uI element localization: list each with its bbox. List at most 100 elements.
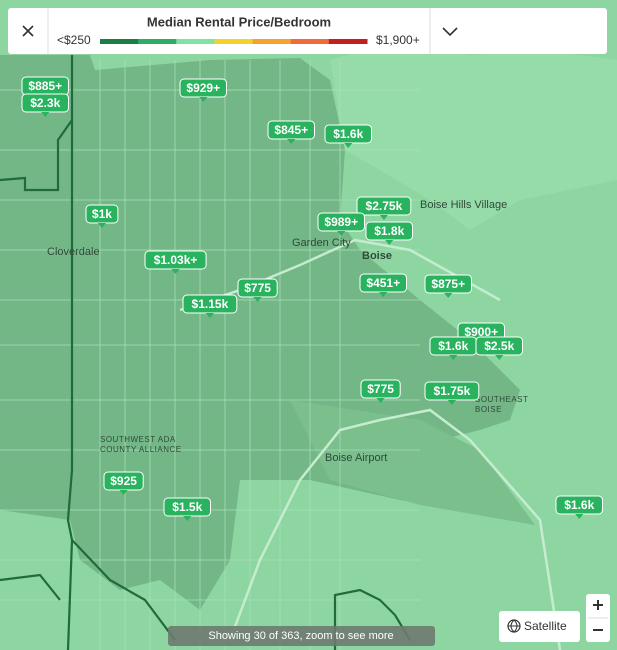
pin-pointer — [287, 139, 296, 144]
place-labels: Boise Hills Village Garden City Boise Clove… — [47, 199, 528, 464]
close-button[interactable] — [22, 25, 34, 37]
pin-label: $451+ — [366, 276, 400, 290]
place-label: Boise Hills Village — [420, 199, 507, 211]
pin-label: $929+ — [186, 81, 220, 95]
pin-pointer — [41, 112, 50, 117]
legend-swatch — [290, 39, 330, 44]
place-label: SOUTHWEST ADA COUNTY ALLIANCE — [100, 435, 182, 454]
pin-label: $1.5k — [172, 500, 202, 514]
pin-pointer — [171, 269, 180, 274]
satellite-box[interactable] — [499, 611, 580, 642]
price-pin[interactable]: $1.5k — [163, 497, 211, 521]
zoom-in[interactable] — [593, 600, 603, 610]
legend-swatch — [100, 39, 139, 44]
pin-pointer — [97, 223, 106, 228]
pin-label: $1.03k+ — [154, 253, 198, 267]
pin-pointer — [199, 97, 208, 102]
pin-pointer — [119, 490, 128, 495]
pin-label: $775 — [367, 382, 394, 396]
pin-label: $2.75k — [366, 199, 403, 213]
legend-high: $1,900+ — [376, 33, 420, 47]
airport-area — [290, 400, 535, 525]
pin-pointer — [379, 292, 388, 297]
satellite-button[interactable]: Satellite — [499, 611, 580, 642]
price-pin[interactable]: $845+ — [267, 120, 315, 144]
legend-title: Median Rental Price/Bedroom — [147, 14, 331, 29]
price-pins: $885+ $2.3k $929+ $845+ $1.6k $2.75k $1k $989+ $… — [21, 76, 603, 521]
price-pin[interactable]: $1.6k — [555, 495, 603, 519]
place-label: Boise — [362, 250, 392, 262]
legend-swatch — [138, 39, 177, 44]
pin-label: $1.6k — [564, 498, 594, 512]
pin-pointer — [444, 293, 453, 298]
pin-label: $845+ — [274, 123, 308, 137]
pin-label: $1.6k — [438, 339, 468, 353]
pin-pointer — [337, 231, 346, 236]
legend-swatch — [176, 39, 215, 44]
price-pin[interactable]: $775 — [237, 278, 278, 302]
globe-icon — [508, 619, 520, 633]
pin-pointer — [449, 355, 458, 360]
price-pin[interactable]: $1.75k — [424, 381, 480, 405]
price-pin[interactable]: $875+ — [424, 274, 472, 298]
pin-label: $2.3k — [30, 96, 60, 110]
district-border — [333, 588, 411, 650]
pin-pointer — [183, 516, 192, 521]
price-pin[interactable]: $989+ — [317, 212, 365, 236]
status-bar: Showing 30 of 363, zoom to see more — [168, 626, 435, 646]
legend-scale — [100, 39, 368, 44]
district-border — [0, 55, 176, 650]
pin-label: $885+ — [28, 79, 62, 93]
price-pin[interactable]: $929+ — [179, 78, 227, 102]
price-pin[interactable]: $1.8k — [365, 221, 413, 245]
pin-label: $1.15k — [192, 297, 229, 311]
pin-label: $989+ — [324, 215, 358, 229]
pin-pointer — [344, 143, 353, 148]
pin-label: $1.6k — [333, 127, 363, 141]
satellite-label[interactable]: Satellite — [524, 619, 567, 633]
pin-label: $900+ — [464, 325, 498, 339]
price-pin[interactable]: $1.15k — [182, 294, 238, 318]
price-pin[interactable]: $2.75k — [356, 196, 412, 220]
status-box — [168, 626, 435, 646]
pin-label: $925 — [110, 474, 137, 488]
price-pin[interactable]: $451+ — [359, 273, 407, 297]
place-label: Boise Airport — [325, 452, 387, 464]
place-label: Garden City — [292, 237, 351, 249]
highway — [179, 238, 562, 650]
legend-low: <$250 — [57, 33, 91, 47]
place-label: SOUTHEAST BOISE — [475, 395, 528, 414]
price-pin[interactable]: $775 — [360, 379, 401, 403]
pin-label: $2.5k — [484, 339, 514, 353]
pin-pointer — [385, 240, 394, 245]
legend-swatch — [252, 39, 292, 44]
price-pin[interactable]: $1.6k — [324, 124, 372, 148]
place-label: Cloverdale — [47, 246, 100, 258]
price-pin[interactable]: $2.3k — [21, 93, 69, 117]
pin-label: $1.8k — [374, 224, 404, 238]
expand-button[interactable] — [442, 27, 458, 37]
pin-pointer — [575, 514, 584, 519]
pin-pointer — [253, 297, 262, 302]
pin-pointer — [376, 398, 385, 403]
pin-label: $875+ — [431, 277, 465, 291]
pin-pointer — [447, 400, 456, 405]
legend-panel: Median Rental Price/Bedroom <$250 $1,900… — [8, 8, 607, 54]
status-text: Showing 30 of 363, zoom to see more — [208, 630, 393, 642]
price-pin[interactable]: $1.03k+ — [144, 250, 207, 274]
price-pin[interactable]: $925 — [103, 471, 144, 495]
legend-swatch — [214, 39, 254, 44]
pin-label: $1.75k — [434, 384, 471, 398]
legend-swatch — [328, 39, 368, 44]
price-pin[interactable]: $1k — [85, 204, 119, 228]
zoom-controls[interactable] — [586, 594, 610, 642]
pin-pointer — [205, 313, 214, 318]
pin-label: $1k — [92, 207, 112, 221]
pin-label: $775 — [244, 281, 271, 295]
pin-pointer — [495, 355, 504, 360]
foothills — [330, 40, 617, 230]
price-pin[interactable]: $2.5k — [475, 336, 523, 360]
pin-pointer — [379, 215, 388, 220]
